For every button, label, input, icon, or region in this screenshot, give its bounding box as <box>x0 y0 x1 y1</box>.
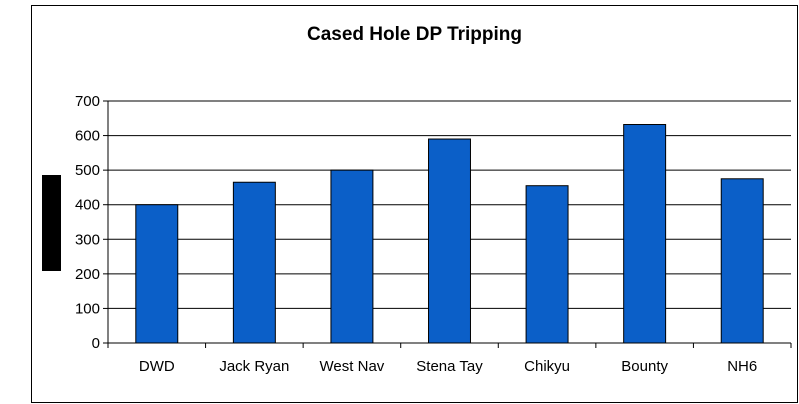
x-tick-label: Jack Ryan <box>219 358 289 375</box>
axes <box>103 100 792 348</box>
x-tick-label: Stena Tay <box>416 358 483 375</box>
y-tick-label: 200 <box>75 266 100 283</box>
y-tick-label: 700 <box>75 93 100 110</box>
bar-chikyu <box>525 185 569 344</box>
y-tick-label: 400 <box>75 197 100 214</box>
x-tick-label: DWD <box>139 358 175 375</box>
bar-west-nav <box>330 169 374 344</box>
tick-labels: 0 100 200 300 400 500 600 700 DWD Jack Ryan West N… <box>75 93 757 375</box>
x-tick-label: Chikyu <box>524 358 570 375</box>
bar-stena-tay <box>428 138 471 344</box>
x-tick-label: NH6 <box>727 358 757 375</box>
bar-bounty <box>623 124 667 344</box>
y-tick-label: 300 <box>75 231 100 248</box>
y-tick-label: 0 <box>92 335 100 352</box>
chart-title: Cased Hole DP Tripping <box>306 24 523 45</box>
x-tick-label: West Nav <box>320 358 385 375</box>
x-tick-label: Bounty <box>621 358 668 375</box>
y-tick-label: 500 <box>75 162 100 179</box>
redaction-block <box>42 175 61 271</box>
y-tick-label: 100 <box>75 300 100 317</box>
bars <box>135 124 764 344</box>
bar-dwd <box>135 204 179 344</box>
bar-nh6 <box>720 178 764 344</box>
y-tick-label: 600 <box>75 128 100 145</box>
bar-jack-ryan <box>232 181 276 344</box>
